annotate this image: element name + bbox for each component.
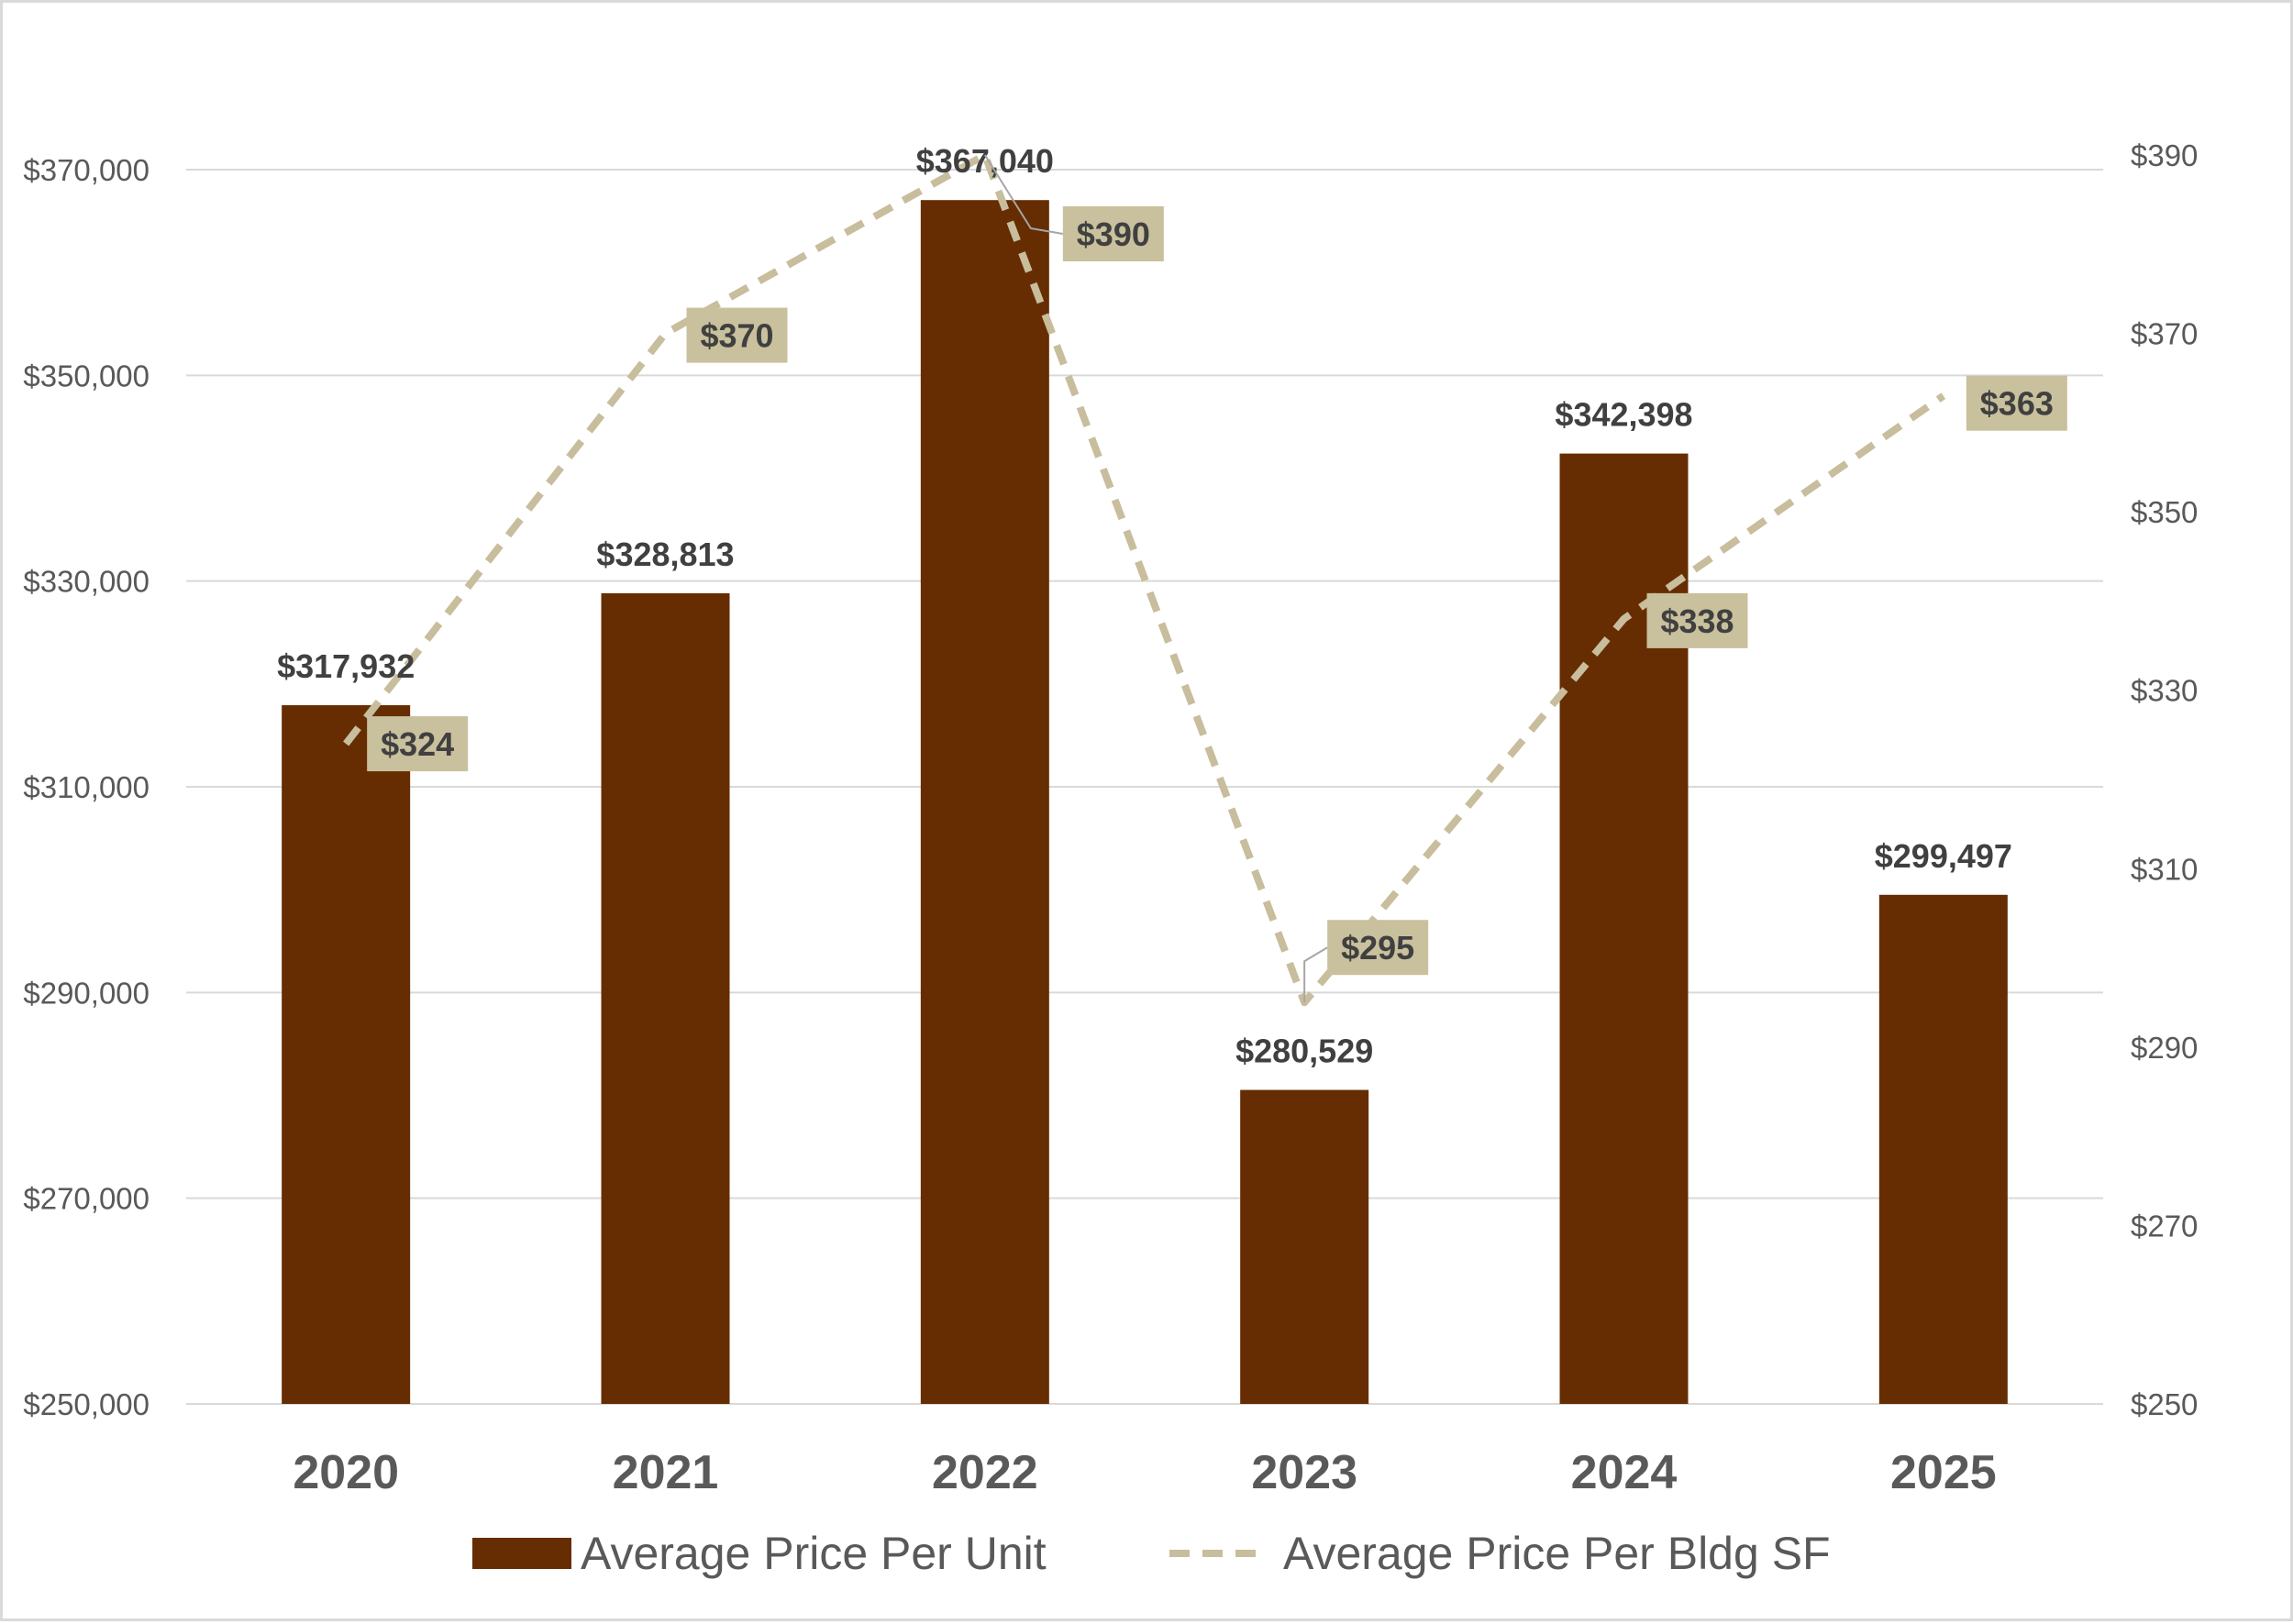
bar-data-label: $342,398 [1555, 396, 1692, 434]
category-label: 2022 [932, 1446, 1038, 1499]
right-axis-tick-label: $290 [2131, 1031, 2198, 1065]
line-data-label: $370 [700, 317, 773, 355]
bar-data-label: $328,813 [596, 536, 734, 573]
combo-chart: $250,000 $270,000 $290,000 $310,000 $330,000… [23, 138, 2198, 1579]
line-point [665, 333, 667, 335]
line-path [343, 151, 1946, 1007]
category-label: 2020 [293, 1446, 399, 1499]
line-label-box [686, 307, 788, 363]
gridlines [186, 169, 2103, 1405]
line-point [1623, 618, 1625, 620]
line-data-label: $390 [1077, 215, 1150, 253]
category-label: 2025 [1890, 1446, 1997, 1499]
line-point [345, 743, 347, 745]
line-data-label: $324 [381, 725, 454, 763]
left-axis-tick-label: $290,000 [23, 976, 150, 1010]
left-axis-tick-label: $310,000 [23, 770, 150, 804]
line-label-box [367, 716, 469, 772]
line-point [1943, 395, 1944, 397]
bar [282, 705, 411, 1404]
leader-line [1303, 946, 1328, 1003]
right-axis-tick-label: $370 [2131, 317, 2198, 351]
line-label-box [1327, 920, 1429, 976]
line-label-box [1646, 592, 1748, 648]
right-axis: $250 $270 $290 $310 $330 $350 $370 $390 [2131, 138, 2198, 1421]
line-data-label: $363 [1980, 385, 2054, 423]
right-axis-tick-label: $250 [2131, 1387, 2198, 1421]
left-axis-tick-label: $330,000 [23, 565, 150, 599]
bar [1878, 894, 2008, 1404]
right-axis-tick-label: $270 [2131, 1209, 2198, 1243]
category-axis: 2020 2021 2022 2023 2024 2025 [293, 1446, 1996, 1499]
bar [1240, 1089, 1369, 1404]
bar-data-label: $280,529 [1235, 1033, 1373, 1070]
left-axis-tick-label: $270,000 [23, 1182, 150, 1216]
bar-series [282, 200, 2008, 1405]
line-label-box [1062, 206, 1164, 261]
line-data-label: $295 [1341, 929, 1414, 967]
right-axis-tick-label: $350 [2131, 495, 2198, 529]
left-axis-tick-label: $370,000 [23, 153, 150, 187]
legend-bar-label: Average Price Per Unit [581, 1528, 1047, 1579]
left-axis-tick-label: $250,000 [23, 1387, 150, 1421]
bar-data-label: $367,040 [916, 142, 1054, 180]
legend-bar-swatch [472, 1538, 571, 1569]
right-axis-tick-label: $310 [2131, 852, 2198, 886]
line-series [343, 151, 1946, 1007]
bar-data-labels: $317,932 $328,813 $367,040 $280,529 $342,398… [277, 142, 2012, 1069]
line-data-labels: $324 $370 $390 $295 $338 $363 [367, 154, 2067, 1003]
bar [920, 200, 1049, 1405]
category-label: 2024 [1571, 1446, 1678, 1499]
bar-data-label: $299,497 [1875, 837, 2012, 875]
legend-line-label: Average Price Per Bldg SF [1283, 1528, 1831, 1579]
leader-line [983, 154, 1064, 235]
right-axis-tick-label: $390 [2131, 138, 2198, 172]
line-label-box [1966, 375, 2067, 431]
left-axis-tick-label: $350,000 [23, 359, 150, 392]
line-data-label: $338 [1660, 602, 1734, 640]
bar-data-label: $317,932 [277, 647, 415, 685]
right-axis-tick-label: $330 [2131, 674, 2198, 708]
left-axis: $250,000 $270,000 $290,000 $310,000 $330,000… [23, 153, 150, 1421]
bar [601, 592, 730, 1404]
category-label: 2021 [613, 1446, 719, 1499]
legend: Average Price Per Unit Average Price Per… [472, 1528, 1831, 1579]
category-label: 2023 [1251, 1446, 1357, 1499]
